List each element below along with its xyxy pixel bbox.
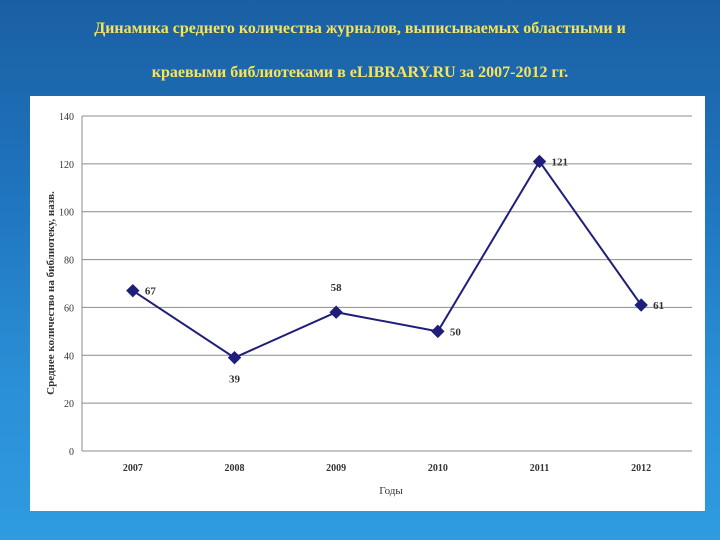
series-line bbox=[132, 159, 642, 359]
y-axis-title: Среднее количество на библиотеку, назв. bbox=[45, 191, 57, 395]
x-tick-label: 2008 bbox=[225, 463, 245, 474]
x-tick-label: 2009 bbox=[326, 463, 346, 474]
x-tick-label: 2007 bbox=[123, 463, 143, 474]
chart-panel: 0 20 40 60 80 100 120 140 2007 2008 2009 2010 2011 2… bbox=[30, 96, 705, 511]
x-tick-labels: 2007 2008 2009 2010 2011 2012 bbox=[123, 463, 651, 474]
y-tick-label: 100 bbox=[59, 208, 74, 219]
series bbox=[126, 154, 648, 365]
gridlines bbox=[82, 115, 692, 404]
data-point-marker bbox=[227, 350, 242, 365]
x-tick-label: 2012 bbox=[631, 463, 651, 474]
slide-title: Динамика среднего количества журналов, в… bbox=[0, 0, 720, 95]
data-label: 121 bbox=[552, 156, 569, 168]
y-tick-label: 80 bbox=[64, 256, 74, 267]
data-point-marker bbox=[329, 305, 343, 319]
y-tick-label: 20 bbox=[64, 399, 74, 410]
x-axis-title: Годы bbox=[379, 485, 403, 497]
y-tick-label: 40 bbox=[64, 351, 74, 362]
data-point-marker bbox=[634, 298, 648, 312]
data-label: 50 bbox=[450, 326, 462, 338]
data-labels: 67 39 58 50 121 61 bbox=[145, 156, 664, 385]
title-line-2: краевыми библиотеками в eLIBRARY.RU за 2… bbox=[151, 64, 569, 81]
data-point-marker bbox=[431, 324, 445, 339]
axes bbox=[81, 116, 692, 452]
data-label: 61 bbox=[653, 300, 664, 312]
y-tick-label: 120 bbox=[59, 160, 74, 171]
y-tick-labels: 0 20 40 60 80 100 120 140 bbox=[59, 112, 74, 458]
data-point-marker bbox=[126, 283, 140, 298]
x-tick-label: 2011 bbox=[530, 463, 549, 474]
data-point-marker bbox=[532, 154, 547, 169]
y-tick-label: 60 bbox=[64, 303, 74, 314]
y-tick-label: 0 bbox=[69, 447, 74, 458]
title-line-1: Динамика среднего количества журналов, в… bbox=[94, 20, 626, 37]
data-label: 67 bbox=[145, 286, 157, 298]
data-label: 58 bbox=[331, 282, 343, 294]
x-tick-label: 2010 bbox=[428, 463, 448, 474]
data-label: 39 bbox=[229, 374, 241, 386]
y-tick-label: 140 bbox=[59, 112, 74, 123]
